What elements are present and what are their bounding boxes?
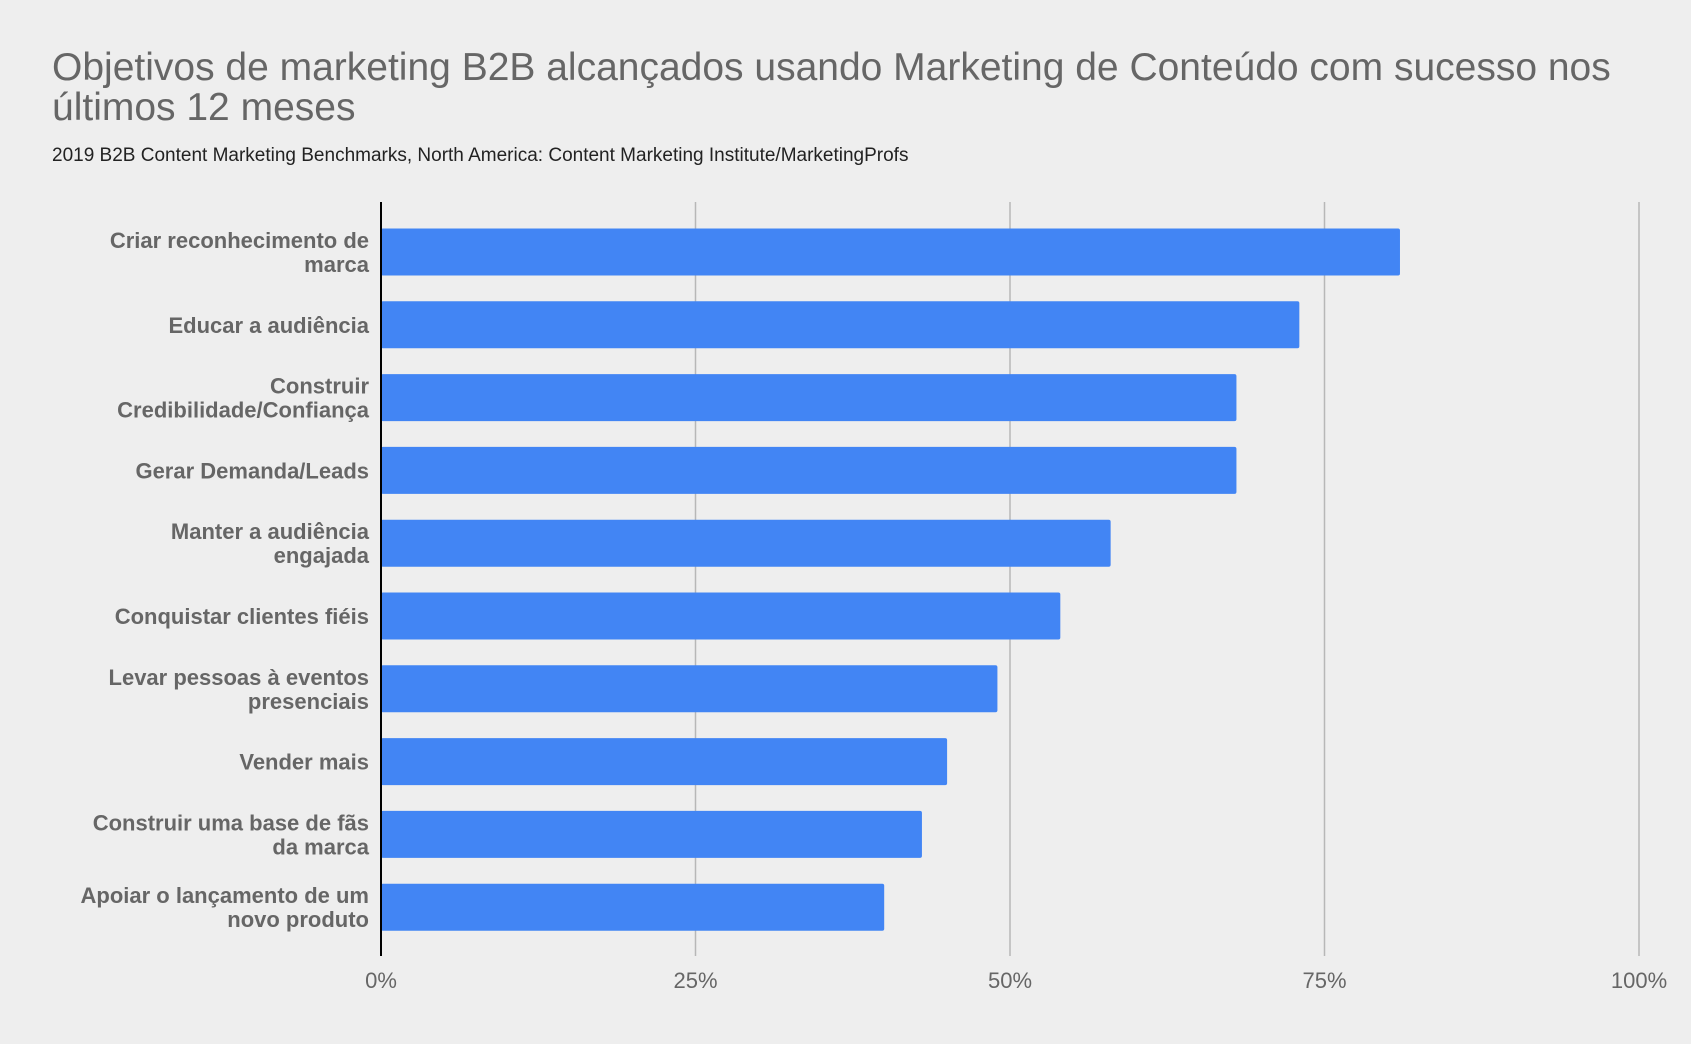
x-tick-label: 75% — [1302, 968, 1346, 993]
category-label: Construir uma base de fãs — [93, 810, 369, 835]
bars — [381, 228, 1400, 931]
category-label: novo produto — [227, 907, 369, 932]
category-label: Manter a audiência — [171, 519, 370, 544]
bar — [381, 446, 1237, 494]
category-label: Conquistar clientes fiéis — [115, 604, 369, 629]
category-label: Educar a audiência — [168, 313, 369, 338]
bar — [381, 738, 948, 786]
bar — [381, 810, 922, 858]
category-label: marca — [304, 252, 370, 277]
chart-subtitle: 2019 B2B Content Marketing Benchmarks, N… — [52, 145, 909, 166]
bar — [381, 883, 885, 931]
x-tick-label: 50% — [988, 968, 1032, 993]
bar — [381, 301, 1300, 349]
bar — [381, 665, 998, 713]
x-tick-label: 100% — [1611, 968, 1667, 993]
bar — [381, 592, 1061, 640]
chart-title: Objetivos de marketing B2B alcançados us… — [52, 46, 1611, 129]
category-label: da marca — [272, 834, 369, 859]
bar — [381, 374, 1237, 422]
category-label: Construir — [270, 374, 369, 399]
category-label: Gerar Demanda/Leads — [135, 458, 369, 483]
category-label: Vender mais — [239, 750, 369, 775]
category-label: Levar pessoas à eventos — [109, 665, 369, 690]
bar — [381, 228, 1400, 276]
category-label: Apoiar o lançamento de um — [81, 883, 370, 908]
bar — [381, 519, 1111, 567]
x-tick-label: 25% — [673, 968, 717, 993]
category-label: Criar reconhecimento de — [110, 228, 369, 253]
x-tick-label: 0% — [365, 968, 397, 993]
x-tick-labels: 0% 25% 50% 75% 100% — [365, 968, 1667, 993]
category-label: presenciais — [248, 689, 369, 714]
category-label: Credibilidade/Confiança — [117, 398, 370, 423]
category-label: engajada — [274, 543, 370, 568]
